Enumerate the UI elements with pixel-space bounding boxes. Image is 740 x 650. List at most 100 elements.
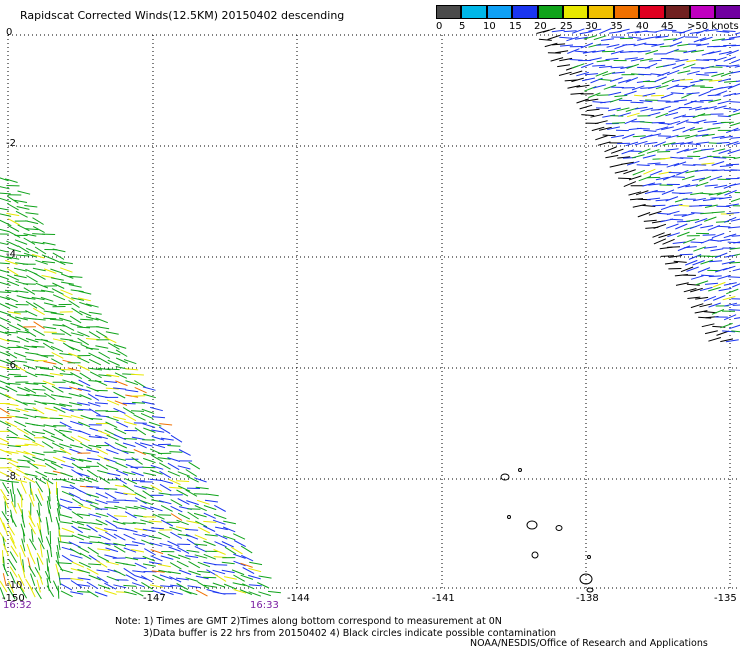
wind-vector: [32, 290, 46, 292]
wind-vector: [115, 380, 128, 387]
wind-vector: [62, 294, 75, 302]
wind-vector: [35, 480, 44, 493]
wind-vector: [730, 261, 740, 264]
wind-vector: [711, 38, 725, 42]
wind-vector: [0, 420, 12, 427]
wind-vector: [15, 210, 28, 218]
wind-vector: [52, 456, 66, 463]
wind-vector: [70, 372, 83, 380]
wind-vector: [113, 387, 127, 390]
wind-vector: [240, 574, 254, 580]
wind-vector: [59, 504, 72, 511]
wind-vector: [76, 521, 90, 524]
wind-vector: [231, 546, 243, 555]
wind-vector: [667, 232, 680, 238]
wind-vector: [122, 471, 136, 476]
wind-vector: [134, 528, 148, 532]
wind-vector: [8, 323, 21, 331]
wind-vector: [142, 528, 156, 532]
wind-vector: [157, 457, 171, 460]
wind-vector: [186, 475, 199, 483]
wind-vector: [701, 133, 715, 137]
wind-vector: [0, 177, 9, 182]
wind-vector: [77, 337, 89, 346]
footnotes: Note: 1) Times are GMT 2)Times along bot…: [115, 616, 556, 640]
wind-vector: [124, 478, 138, 485]
wind-vector: [158, 426, 171, 435]
wind-vector: [6, 428, 19, 437]
wind-vector: [61, 490, 75, 497]
wind-vector: [672, 63, 685, 69]
wind-vector: [37, 537, 45, 550]
wind-vector: [177, 512, 191, 520]
wind-vector: [624, 57, 638, 60]
legend-swatch: [664, 5, 690, 19]
wind-vector: [663, 29, 677, 31]
wind-vector: [41, 338, 54, 344]
wind-vector: [13, 352, 27, 358]
wind-vector: [223, 520, 237, 525]
wind-vector: [77, 402, 91, 406]
wind-vector: [16, 206, 30, 210]
wind-vector: [676, 169, 689, 176]
wind-vector: [576, 98, 589, 104]
wind-vector: [152, 590, 166, 596]
wind-vector: [690, 79, 704, 84]
wind-vector: [723, 92, 737, 97]
wind-vector: [62, 434, 75, 442]
wind-vector: [608, 91, 622, 96]
wind-vector: [19, 544, 26, 558]
wind-vector: [677, 70, 691, 74]
wind-vector: [699, 286, 713, 292]
wind-vector: [141, 581, 153, 590]
wind-vector: [77, 546, 90, 554]
wind-vector: [661, 78, 675, 85]
wind-vector: [143, 393, 156, 399]
wind-vector: [134, 575, 148, 580]
wind-vector: [704, 216, 717, 222]
wind-vector: [35, 366, 49, 369]
island-outline: [531, 551, 539, 559]
wind-vector: [596, 94, 610, 96]
wind-vector: [70, 420, 83, 426]
wind-vector: [614, 94, 628, 98]
wind-vector: [42, 342, 55, 351]
legend-swatch: [436, 5, 462, 19]
wind-vector: [25, 337, 39, 343]
wind-vector: [222, 526, 236, 533]
wind-vector: [610, 66, 624, 69]
wind-vector: [125, 506, 139, 510]
wind-vector: [94, 499, 108, 505]
wind-vector: [655, 112, 669, 119]
wind-vector: [56, 551, 60, 565]
wind-vector: [149, 542, 163, 547]
wind-vector: [114, 491, 128, 495]
wind-vector: [68, 402, 82, 406]
wind-vector: [6, 240, 19, 247]
wind-vector: [122, 442, 136, 448]
wind-vector: [50, 312, 64, 316]
wind-vector: [57, 502, 61, 516]
wind-vector: [717, 225, 731, 228]
wind-vector: [88, 563, 102, 566]
wind-vector: [24, 329, 37, 338]
wind-vector: [690, 241, 704, 244]
wind-vector: [58, 541, 72, 545]
wind-vector: [151, 454, 163, 463]
wind-vector: [733, 129, 740, 132]
wind-vector: [6, 274, 20, 281]
wind-vector: [571, 77, 584, 83]
wind-vector: [143, 472, 157, 476]
wind-vector: [676, 119, 689, 126]
wind-vector: [170, 531, 182, 539]
wind-vector: [617, 156, 631, 159]
wind-vector: [22, 296, 36, 300]
wind-vector: [62, 323, 75, 331]
wind-vector: [114, 427, 127, 435]
wind-vector: [132, 533, 146, 538]
wind-vector: [675, 59, 689, 62]
wind-vector: [140, 412, 154, 420]
wind-vector: [16, 394, 30, 397]
wind-vector: [698, 316, 712, 319]
wind-vector: [552, 43, 566, 46]
